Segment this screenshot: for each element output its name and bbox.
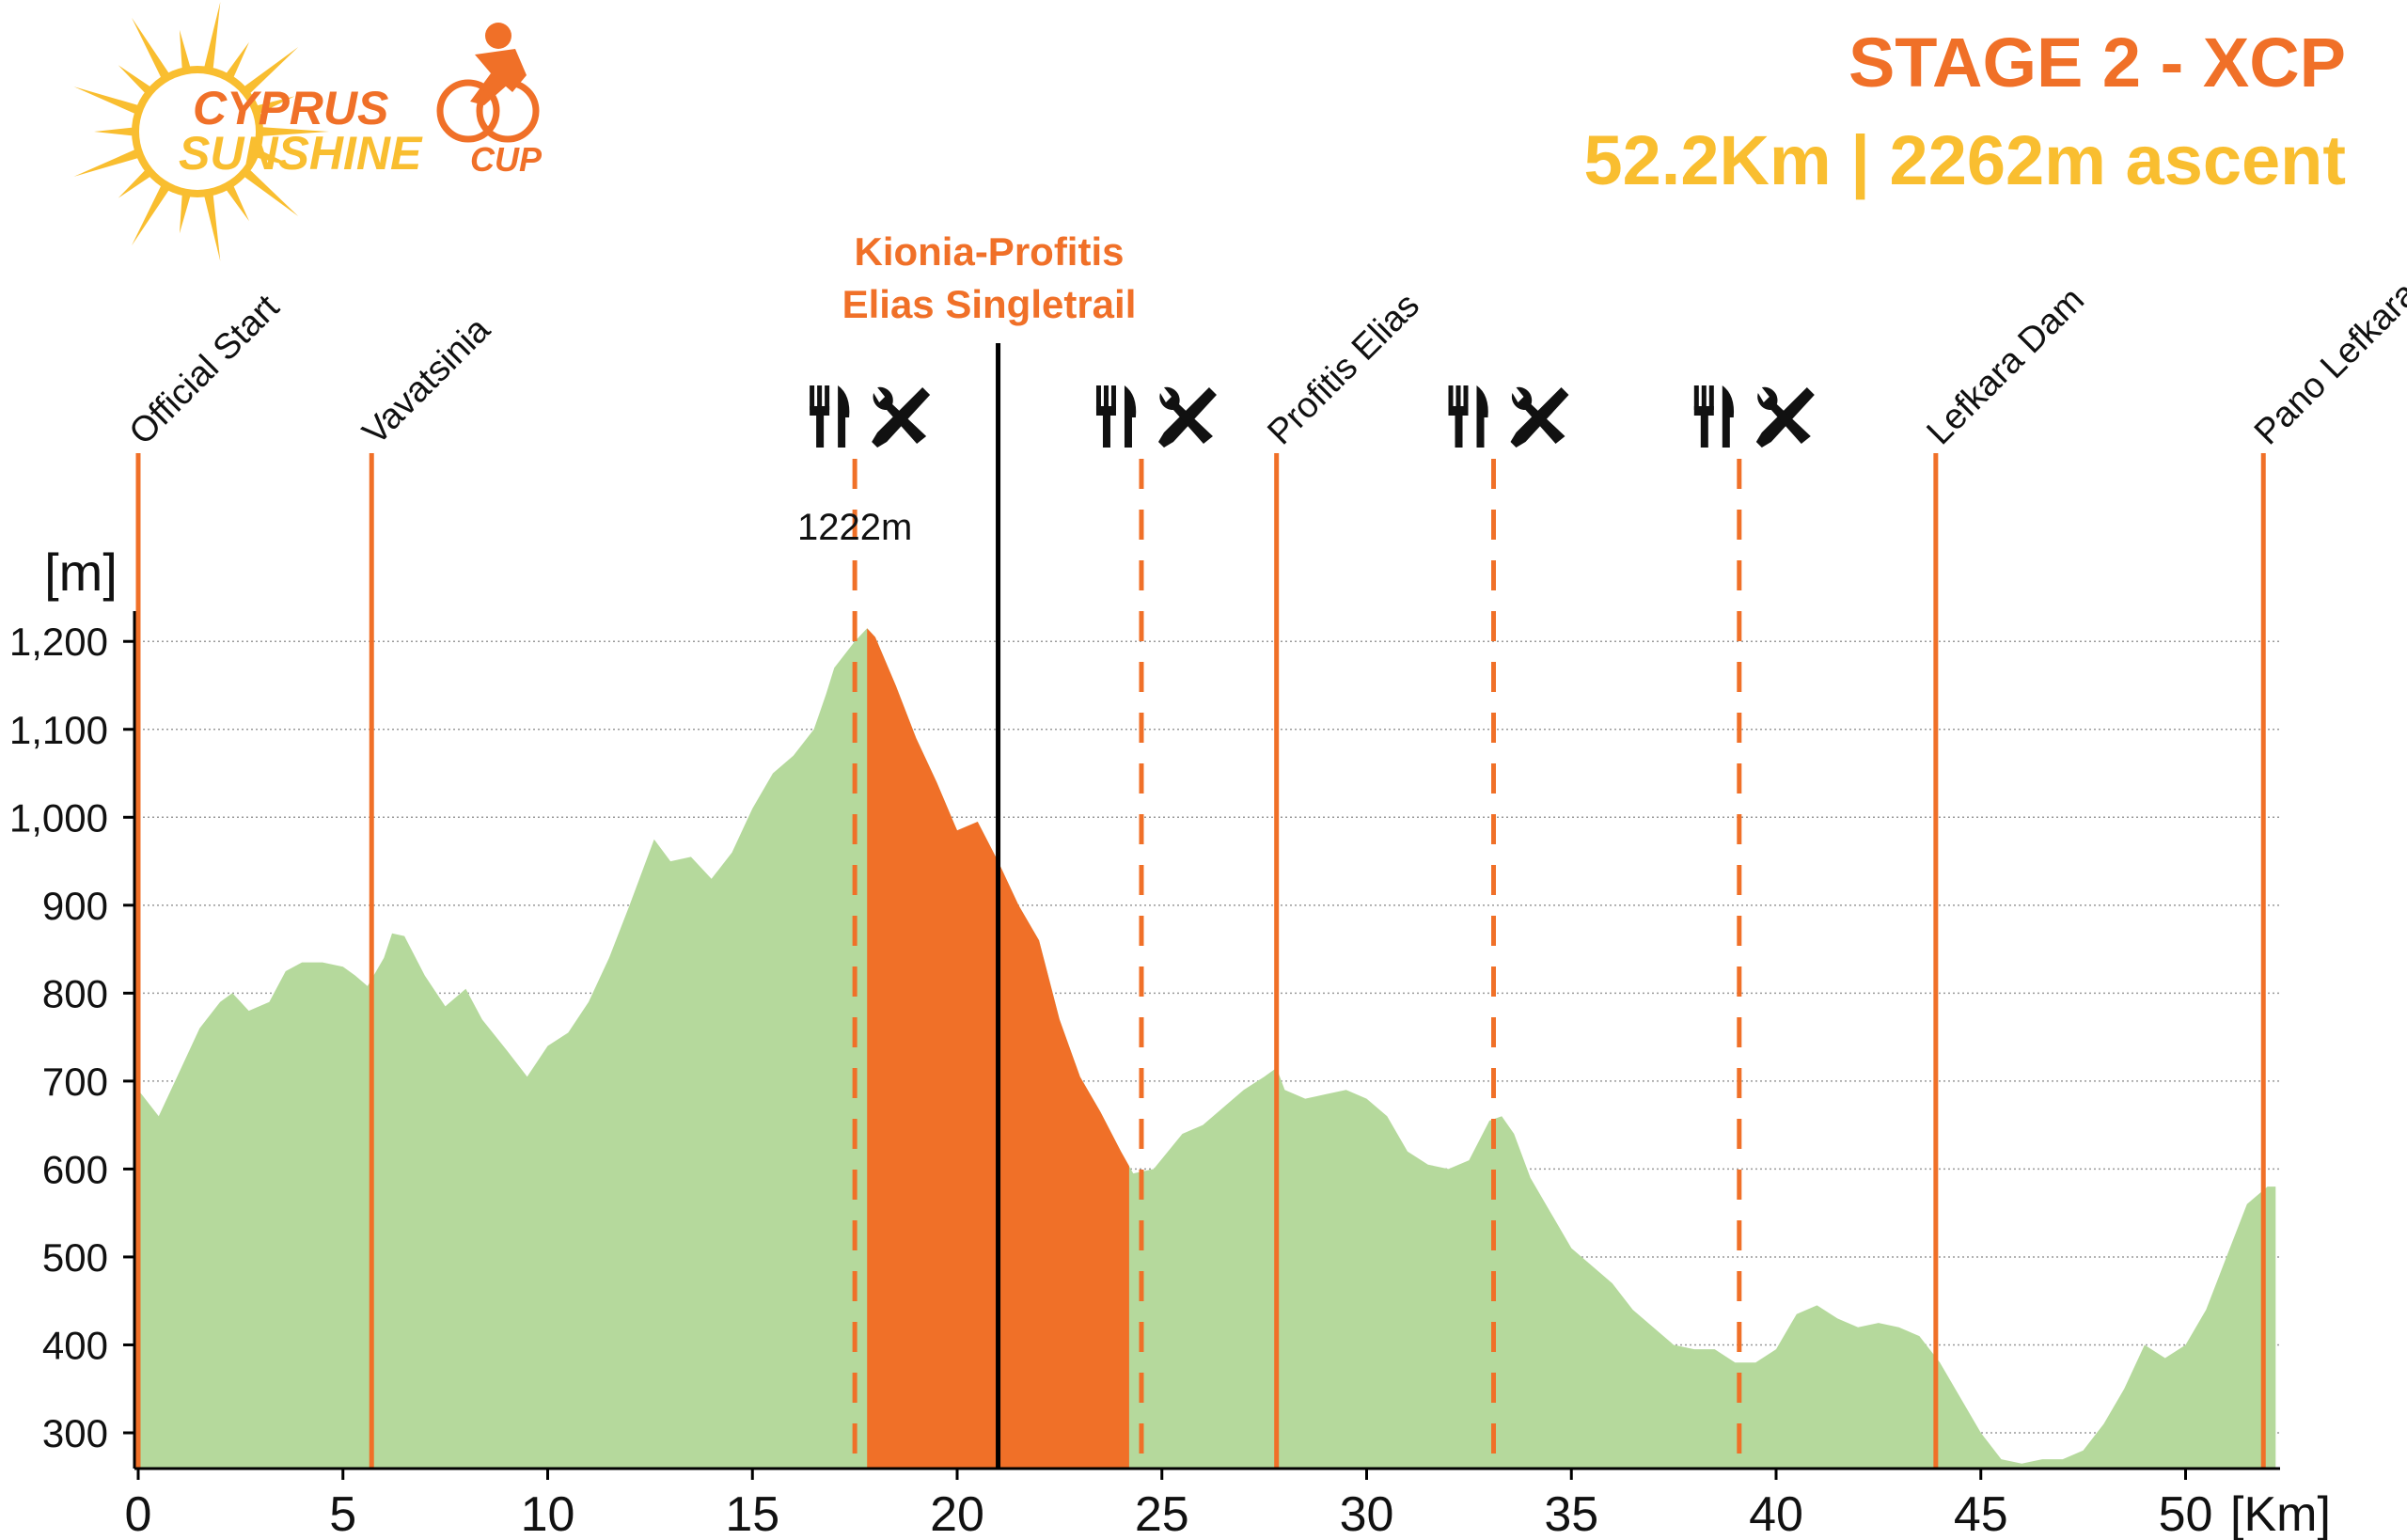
y-tick-label: 1,000	[9, 795, 108, 840]
x-tick-label: 45	[1954, 1487, 2008, 1540]
y-tick-label: 1,100	[9, 708, 108, 752]
y-tick-label: 300	[42, 1411, 108, 1455]
sun-ray	[237, 164, 299, 216]
fork-knife-icon	[810, 385, 850, 448]
sun-ray	[202, 185, 221, 261]
x-tick-label: 40	[1749, 1487, 1803, 1540]
sun-ray	[94, 126, 142, 137]
profile-area	[138, 628, 2276, 1469]
x-tick-label: 35	[1544, 1487, 1598, 1540]
y-tick-label: 1,200	[9, 620, 108, 664]
x-tick-label: 5	[329, 1487, 356, 1540]
sun-ray	[253, 126, 329, 137]
y-tick-label: 600	[42, 1147, 108, 1191]
y-tick-label: 500	[42, 1235, 108, 1280]
cyclist-icon	[436, 23, 540, 143]
location-label: Pano Lefkara	[2247, 274, 2407, 452]
labels: Official Start Vavatsinia Profitis Elias Le…	[122, 229, 2407, 548]
markers	[135, 343, 2266, 1469]
feed-zone-icons	[1693, 385, 1815, 448]
x-tick-label: 20	[930, 1487, 984, 1540]
sun-ray	[132, 178, 174, 246]
axes: 0 5 10 15 20 25 30 35 40 45 50 300 400 500 600 700 800 90…	[9, 542, 2331, 1540]
y-tick-label: 800	[42, 971, 108, 1015]
profile-area-fill	[138, 628, 2276, 1469]
location-label: Profitis Elias	[1260, 286, 1427, 453]
singletrail-label-line: Elias Singletrail	[842, 282, 1137, 326]
logo: CYPRUS SUNSHINE CUP	[73, 2, 543, 261]
x-tick-label: 0	[125, 1487, 152, 1540]
sun-ray	[132, 17, 174, 86]
sun-ray	[179, 185, 193, 234]
y-axis-label: [m]	[44, 542, 118, 602]
feed-zone-icons	[1448, 385, 1569, 448]
location-label: Vavatsinia	[355, 309, 498, 452]
x-tick-label: 15	[725, 1487, 779, 1540]
sun-ray	[237, 47, 299, 100]
feed-zone-icons	[810, 385, 931, 448]
wrench-screwdriver-icon	[1510, 386, 1569, 448]
feed-zone-icons	[1095, 385, 1217, 448]
y-tick-label: 400	[42, 1323, 108, 1367]
peak-annotation: 1222m	[797, 507, 912, 548]
sun-disc	[139, 73, 256, 190]
x-tick-label: 25	[1135, 1487, 1189, 1540]
x-tick-label: 10	[521, 1487, 575, 1540]
sun-ray	[179, 29, 193, 78]
sun-ray	[73, 86, 147, 118]
location-label: Official Start	[122, 288, 288, 453]
wrench-screwdriver-icon	[872, 386, 931, 448]
location-label: Lefkara Dam	[1920, 280, 2093, 453]
y-tick-label: 700	[42, 1060, 108, 1104]
fork-knife-icon	[1095, 385, 1137, 448]
fork-knife-icon	[1693, 385, 1735, 448]
wrench-screwdriver-icon	[1157, 386, 1217, 448]
logo-line-1: CYPRUS	[193, 82, 388, 134]
logo-line-2: SUNSHINE	[179, 127, 423, 180]
sun-ray	[73, 146, 147, 177]
x-axis-label: [Km]	[2230, 1487, 2331, 1540]
sun-ray	[202, 2, 221, 78]
stage-title: STAGE 2 - XCP	[1849, 24, 2346, 102]
stage-summary: 52.2Km | 2262m ascent	[1583, 121, 2346, 200]
logo-line-3: CUP	[470, 140, 543, 179]
wrench-screwdriver-icon	[1755, 386, 1815, 448]
y-tick-label: 900	[42, 884, 108, 928]
x-tick-label: 30	[1340, 1487, 1394, 1540]
fork-knife-icon	[1448, 385, 1488, 448]
singletrail-label-line: Kionia-Profitis	[854, 229, 1124, 274]
x-tick-label: 50	[2159, 1487, 2213, 1540]
